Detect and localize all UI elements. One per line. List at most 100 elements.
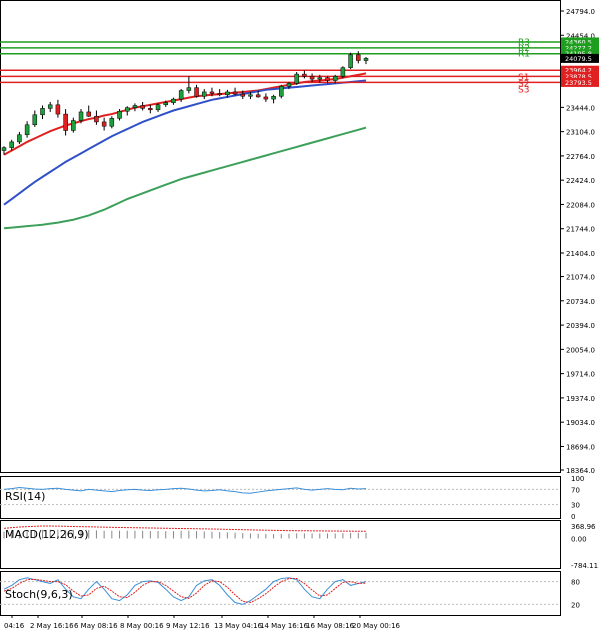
candle-body bbox=[317, 77, 323, 80]
time-axis-label: 9 May 12:16 bbox=[166, 622, 210, 630]
rsi-label: RSI(14) bbox=[5, 490, 45, 503]
candle-body bbox=[302, 73, 307, 77]
time-axis-label: 13 May 04:16 bbox=[214, 622, 263, 630]
candle-body bbox=[24, 124, 30, 136]
level-price-label-s1: 23964.2 bbox=[565, 67, 592, 75]
moving-average-line-2 bbox=[3, 126, 367, 230]
price-tick-label: 22764.0 bbox=[566, 153, 595, 161]
candle-body bbox=[55, 104, 61, 115]
candle-body bbox=[171, 98, 176, 103]
candle-body bbox=[209, 91, 215, 94]
price-tick-label: 24794.0 bbox=[566, 8, 595, 16]
candle-body bbox=[86, 111, 91, 117]
macd-panel-frame bbox=[0, 520, 561, 569]
level-label-s1: S1 bbox=[518, 73, 529, 83]
candle-body bbox=[332, 75, 338, 81]
candle-body bbox=[225, 91, 230, 96]
time-axis-label: 20 May 00:16 bbox=[352, 622, 401, 630]
candle-body bbox=[325, 77, 330, 81]
candle-body bbox=[294, 73, 299, 84]
current-price-box bbox=[561, 53, 599, 63]
price-tick-label: 18364.0 bbox=[566, 467, 595, 475]
candle-body bbox=[148, 108, 153, 111]
candle-body bbox=[263, 96, 269, 100]
candle-body bbox=[309, 75, 315, 80]
candle-body bbox=[17, 134, 22, 143]
stoch-tick-label: 80 bbox=[571, 579, 580, 587]
macd-signal-line bbox=[3, 525, 367, 532]
time-axis-label: 6 May 08:16 bbox=[74, 622, 118, 630]
level-price-box-r2 bbox=[561, 43, 599, 53]
current-price-label: 24079.5 bbox=[565, 55, 592, 63]
time-axis-label: 8 May 00:16 bbox=[120, 622, 164, 630]
candle-body bbox=[140, 105, 145, 109]
stoch-d-line bbox=[3, 578, 367, 604]
price-tick-label: 18694.0 bbox=[566, 443, 595, 451]
level-price-label-r3: 24360.5 bbox=[565, 38, 592, 46]
stoch-panel-frame bbox=[0, 571, 561, 616]
candle-body bbox=[186, 87, 192, 91]
price-tick-label: 20054.0 bbox=[566, 346, 595, 354]
candle-body bbox=[155, 104, 161, 111]
price-tick-label: 21744.0 bbox=[566, 226, 595, 234]
candle-body bbox=[9, 141, 14, 148]
candle-body bbox=[217, 93, 222, 96]
candle-body bbox=[117, 110, 122, 119]
level-price-box-s1 bbox=[561, 65, 599, 75]
level-label-s3: S3 bbox=[518, 85, 529, 95]
price-tick-label: 19034.0 bbox=[566, 419, 595, 427]
stoch-tick-label: 20 bbox=[571, 601, 580, 609]
candle-body bbox=[232, 91, 238, 95]
candle-body bbox=[109, 118, 115, 127]
level-price-box-r1 bbox=[561, 49, 599, 59]
level-price-box-s3 bbox=[561, 77, 599, 87]
candle-body bbox=[194, 87, 199, 97]
candle-body bbox=[348, 54, 353, 68]
price-tick-label: 23104.0 bbox=[566, 129, 595, 137]
level-label-r3: R3 bbox=[518, 38, 530, 48]
candle-body bbox=[271, 95, 276, 100]
candle-body bbox=[71, 120, 76, 131]
candle-body bbox=[178, 90, 184, 100]
level-label-r1: R1 bbox=[518, 50, 530, 60]
price-tick-label: 23444.0 bbox=[566, 104, 595, 112]
macd-label: MACD(12,26,9) bbox=[5, 528, 89, 541]
price-tick-label: 21074.0 bbox=[566, 274, 595, 282]
candle-body bbox=[78, 111, 84, 121]
rsi-tick-label: 30 bbox=[571, 502, 580, 510]
price-tick-label: 19714.0 bbox=[566, 371, 595, 379]
stoch-label: Stoch(9,6,3) bbox=[5, 588, 73, 601]
time-axis-label: 04:16 bbox=[4, 622, 25, 630]
candle-body bbox=[63, 113, 68, 131]
price-tick-label: 21404.0 bbox=[566, 250, 595, 258]
price-tick-label: 20394.0 bbox=[566, 322, 595, 330]
candle-body bbox=[279, 85, 284, 97]
candle-body bbox=[124, 107, 130, 112]
stoch-k-line bbox=[3, 577, 367, 605]
level-label-s2: S2 bbox=[518, 79, 529, 89]
candle-body bbox=[286, 83, 292, 87]
macd-tick-label: -784.11 bbox=[571, 562, 598, 570]
main-panel-frame bbox=[0, 0, 561, 473]
price-tick-label: 22424.0 bbox=[566, 177, 595, 185]
candle-body bbox=[163, 102, 168, 106]
candle-body bbox=[132, 105, 138, 108]
macd-tick-label: 368.96 bbox=[571, 523, 596, 531]
rsi-tick-label: 0 bbox=[571, 513, 575, 521]
candle-body bbox=[101, 121, 107, 127]
price-tick-label: 19374.0 bbox=[566, 395, 595, 403]
rsi-tick-label: 100 bbox=[571, 475, 584, 483]
candle-body bbox=[356, 54, 361, 61]
candle-body bbox=[47, 104, 53, 109]
rsi-line bbox=[3, 486, 367, 494]
candle-body bbox=[202, 91, 207, 97]
time-axis-label: 16 May 08:16 bbox=[306, 622, 355, 630]
price-tick-label: 20734.0 bbox=[566, 298, 595, 306]
level-price-label-r2: 24277.2 bbox=[565, 44, 592, 52]
time-axis-label: 14 May 16:16 bbox=[260, 622, 309, 630]
candle-body bbox=[32, 114, 38, 126]
candle-body bbox=[255, 94, 261, 98]
candle-body bbox=[94, 115, 99, 123]
level-price-label-s3: 23793.5 bbox=[565, 79, 592, 87]
